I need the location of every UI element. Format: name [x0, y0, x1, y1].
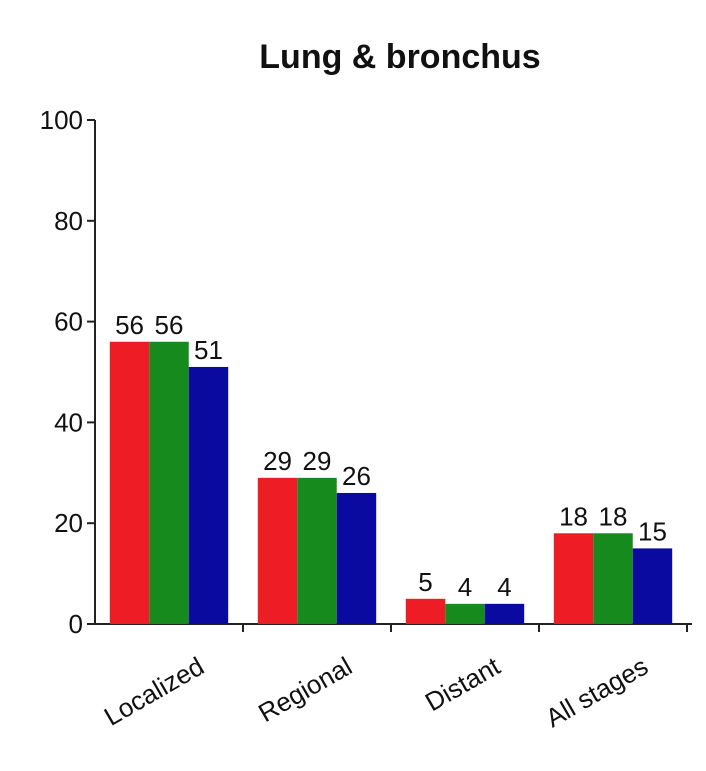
bar: [484, 603, 525, 624]
bar: [553, 533, 594, 624]
bar: [593, 533, 633, 624]
value-label: 4: [458, 572, 472, 602]
chart-title: Lung & bronchus: [259, 38, 540, 76]
y-tick-label: 0: [69, 609, 83, 639]
value-label: 15: [638, 516, 667, 546]
x-tick-label: Distant: [420, 650, 506, 717]
value-label: 5: [418, 567, 432, 597]
value-label: 56: [155, 310, 184, 340]
y-tick-label: 80: [54, 206, 83, 236]
value-label: 18: [599, 501, 628, 531]
x-tick-label: All stages: [540, 651, 653, 733]
value-label: 29: [303, 446, 332, 476]
x-tick-label: Regional: [253, 651, 357, 728]
value-label: 4: [497, 572, 511, 602]
bar: [188, 366, 229, 624]
bar: [405, 598, 446, 624]
bar: [297, 477, 337, 624]
bar: [149, 341, 189, 624]
value-label: 56: [115, 310, 144, 340]
bar: [632, 548, 673, 624]
bar: [257, 477, 298, 624]
value-label: 29: [263, 446, 292, 476]
value-label: 26: [342, 461, 371, 491]
x-tick-label: Localized: [99, 651, 209, 732]
y-tick-label: 40: [54, 407, 83, 437]
y-tick-label: 20: [54, 508, 83, 538]
bar: [445, 603, 485, 624]
value-label: 51: [194, 335, 223, 365]
y-tick-label: 60: [54, 307, 83, 337]
bar: [336, 492, 377, 624]
y-tick-label: 100: [40, 105, 83, 135]
value-label: 18: [559, 501, 588, 531]
bar: [109, 341, 150, 624]
